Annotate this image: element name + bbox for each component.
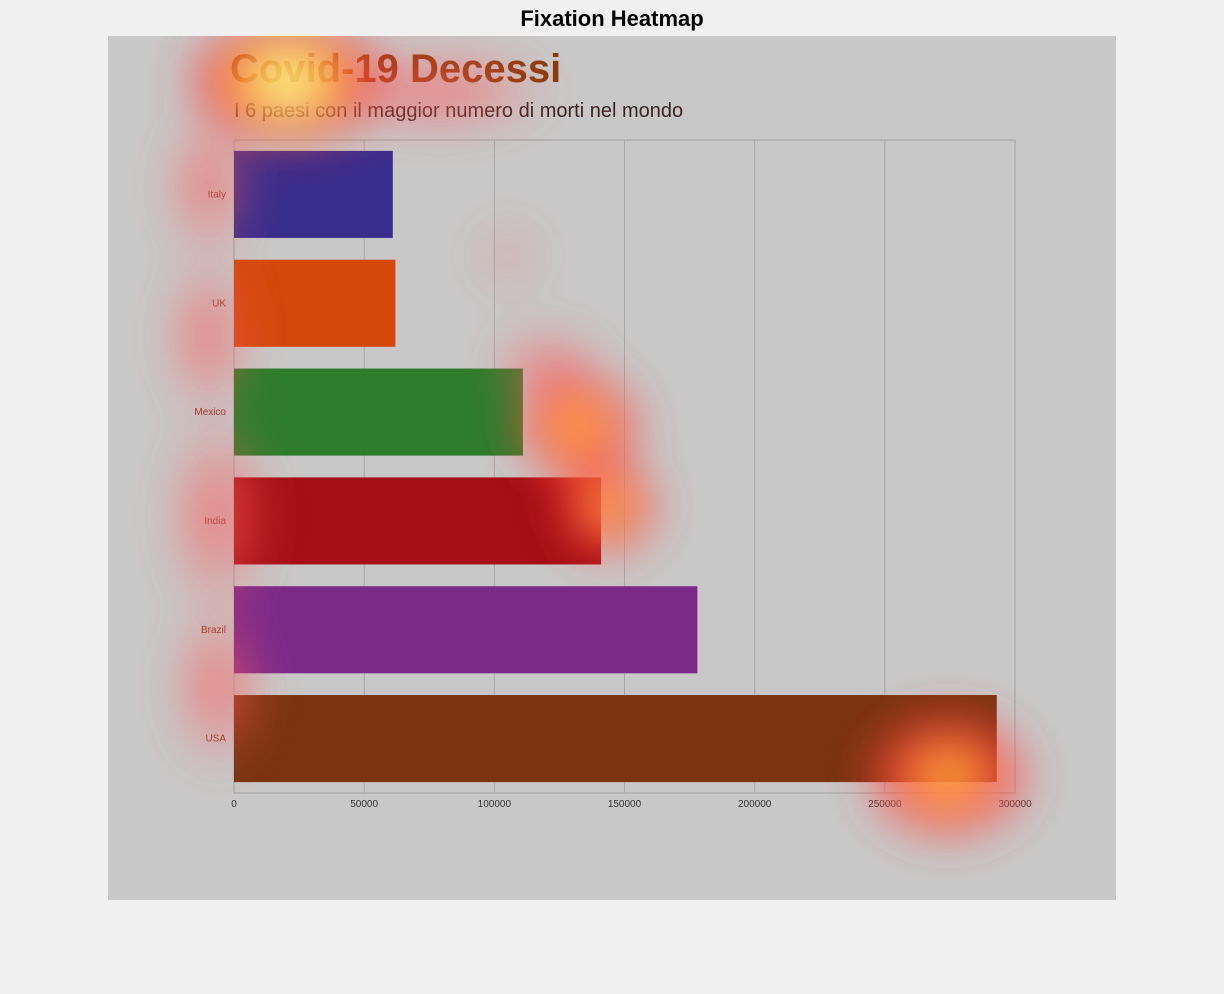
bar-italy bbox=[234, 150, 393, 238]
fixation-overlay bbox=[163, 36, 1038, 846]
bar-chart: Covid-19 Decessi I 6 paesi con il maggio… bbox=[163, 36, 1038, 846]
bar-mexico bbox=[234, 368, 523, 456]
heatmap-panel: Covid-19 Decessi I 6 paesi con il maggio… bbox=[108, 36, 1116, 900]
bar-uk bbox=[234, 259, 396, 347]
x-tick-label: 100000 bbox=[478, 799, 512, 810]
bar-india bbox=[234, 477, 602, 565]
x-tick-label: 0 bbox=[231, 799, 237, 810]
x-tick-label: 150000 bbox=[608, 799, 642, 810]
x-tick-label: 200000 bbox=[738, 799, 772, 810]
figure-title: Fixation Heatmap bbox=[520, 6, 704, 31]
x-tick-label: 50000 bbox=[350, 799, 378, 810]
bar-brazil bbox=[234, 586, 698, 674]
